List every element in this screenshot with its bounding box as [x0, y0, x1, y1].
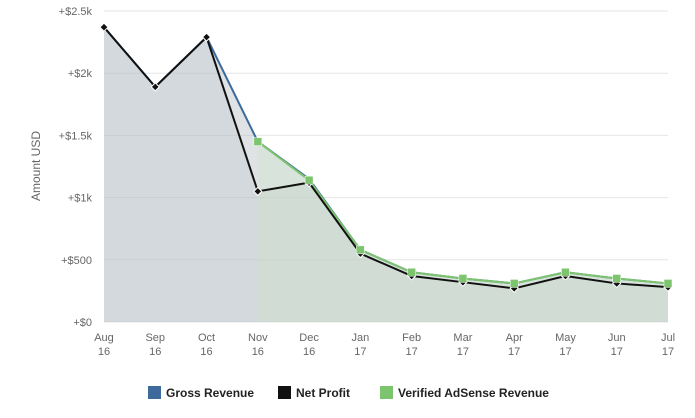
legend-label: Gross Revenue	[166, 386, 254, 400]
x-tick-label: Mar 17	[453, 332, 472, 358]
series-line	[103, 26, 669, 290]
x-tick-month: Jun	[608, 332, 626, 344]
data-point	[356, 245, 365, 255]
data-point	[304, 175, 314, 185]
data-point	[99, 22, 109, 32]
x-tick-month: Apr	[506, 332, 523, 344]
y-axis-title: Amount USD	[29, 131, 43, 201]
x-tick-month: Nov	[248, 332, 268, 344]
x-tick-month: Aug	[94, 332, 114, 344]
x-tick-year: 17	[406, 346, 418, 358]
x-tick-label: Sep 16	[145, 332, 165, 358]
x-tick-label: May 17	[555, 332, 576, 358]
x-tick-year: 17	[611, 346, 623, 358]
data-point	[150, 82, 160, 92]
y-tick-label: +$500	[61, 255, 92, 267]
x-tick-label: Dec 16	[299, 332, 319, 358]
y-axis-ticks: +$0 +$500 +$1k +$1.5k +$2k +$2.5k	[59, 6, 93, 329]
x-tick-year: 17	[508, 346, 520, 358]
x-tick-label: Jan 17	[351, 332, 369, 358]
x-tick-month: Feb	[402, 332, 421, 344]
x-tick-year: 17	[457, 346, 469, 358]
legend-label: Verified AdSense Revenue	[398, 386, 549, 400]
legend: Gross Revenue Net Profit Verified AdSense …	[148, 386, 549, 400]
x-axis-ticks: Aug 16 Sep 16 Oct 16 Nov 16 Dec 16 Jan 17 Feb 17 Mar 17…	[94, 332, 675, 358]
x-tick-month: Jan	[351, 332, 369, 344]
x-tick-month: Mar	[453, 332, 472, 344]
x-tick-label: Nov 16	[248, 332, 268, 358]
series-area	[104, 27, 668, 323]
grid-lines	[104, 10, 668, 323]
x-tick-month: Oct	[198, 332, 215, 344]
x-tick-month: Sep	[145, 332, 165, 344]
x-tick-label: Oct 16	[198, 332, 215, 358]
x-tick-year: 16	[149, 346, 161, 358]
legend-swatch	[148, 386, 161, 399]
series-area	[257, 141, 668, 322]
x-tick-month: May	[555, 332, 576, 344]
x-tick-year: 16	[303, 346, 315, 358]
legend-swatch	[278, 386, 291, 399]
x-tick-month: Dec	[299, 332, 319, 344]
data-point	[253, 186, 263, 197]
data-point	[253, 137, 263, 146]
y-tick-label: +$1k	[68, 193, 93, 205]
x-tick-label: Apr 17	[506, 332, 523, 358]
x-tick-year: 16	[98, 346, 110, 358]
series-markers	[99, 22, 673, 294]
data-point	[509, 279, 519, 288]
data-point	[407, 267, 416, 277]
y-tick-label: +$1.5k	[59, 130, 93, 142]
data-point	[201, 32, 212, 42]
x-tick-label: Aug 16	[94, 332, 114, 358]
x-tick-label: Feb 17	[402, 332, 421, 358]
data-point	[561, 267, 570, 277]
x-tick-year: 17	[559, 346, 571, 358]
x-tick-month: Jul	[661, 332, 675, 344]
series-area	[104, 27, 668, 323]
legend-swatch	[380, 386, 393, 399]
x-tick-year: 17	[662, 346, 674, 358]
x-tick-label: Jul 17	[661, 332, 675, 358]
y-tick-label: +$2k	[68, 68, 93, 80]
x-tick-year: 17	[354, 346, 366, 358]
x-tick-label: Jun 17	[608, 332, 626, 358]
legend-label: Net Profit	[296, 386, 350, 400]
data-point	[458, 274, 468, 283]
x-tick-year: 16	[200, 346, 212, 358]
y-tick-label: +$0	[73, 317, 92, 329]
data-point	[663, 279, 673, 288]
data-point	[612, 274, 621, 283]
x-tick-year: 16	[252, 346, 264, 358]
y-tick-label: +$2.5k	[59, 6, 93, 18]
